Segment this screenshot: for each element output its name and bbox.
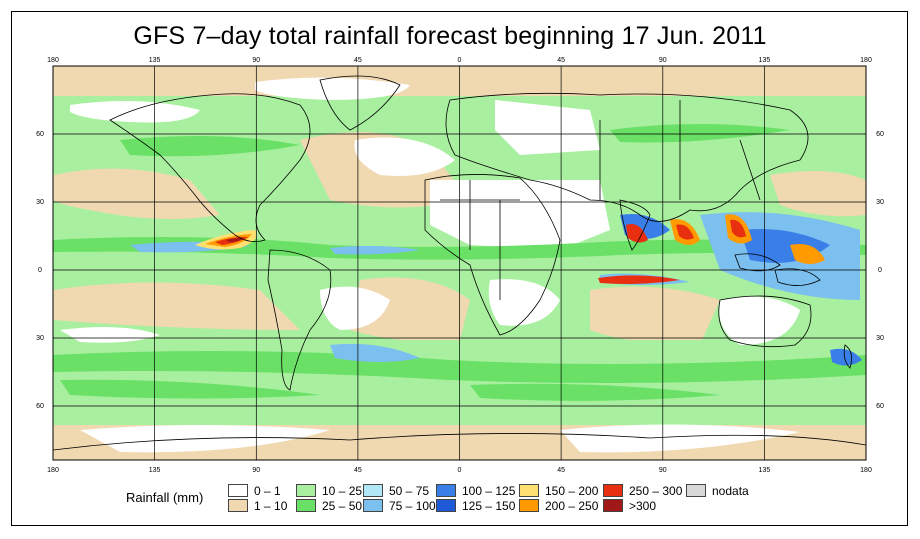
lat-ticks-right: 60 30 0 30 60 [876, 131, 884, 410]
lat-tick: 30 [876, 199, 884, 206]
legend-label: 250 – 300 [629, 484, 683, 498]
lon-tick: 90 [252, 57, 260, 64]
graticule [53, 66, 866, 460]
legend-label: 200 – 250 [545, 499, 599, 513]
legend-swatch [519, 499, 539, 512]
legend-label: 75 – 100 [389, 499, 436, 513]
legend-label: 25 – 50 [322, 499, 363, 513]
lat-tick: 30 [876, 335, 884, 342]
lon-tick: 135 [759, 57, 771, 64]
lat-tick: 60 [876, 403, 884, 410]
lat-tick: 0 [878, 267, 882, 274]
lon-tick: 180 [860, 57, 872, 64]
lon-tick: 45 [354, 57, 362, 64]
lat-tick: 30 [36, 199, 44, 206]
legend-swatch [603, 499, 623, 512]
lon-tick: 90 [659, 467, 667, 474]
figure-frame [11, 11, 908, 526]
legend-swatch [363, 484, 383, 497]
lat-tick: 60 [36, 131, 44, 138]
legend-swatch [296, 484, 316, 497]
legend-title: Rainfall (mm) [126, 490, 204, 505]
lat-tick: 30 [36, 335, 44, 342]
legend-label: 10 – 25 [322, 484, 363, 498]
lat-tick: 60 [36, 403, 44, 410]
lon-tick: 45 [557, 57, 565, 64]
lon-tick: 180 [860, 467, 872, 474]
lon-tick: 180 [47, 467, 59, 474]
lon-ticks-bottom: 180 135 90 45 0 45 90 135 180 [47, 467, 872, 474]
lon-ticks-top: 180 135 90 45 0 45 90 135 180 [47, 57, 872, 64]
legend-swatch [363, 499, 383, 512]
legend-swatch [228, 484, 248, 497]
legend-swatch [519, 484, 539, 497]
legend-label: 50 – 75 [389, 484, 430, 498]
legend-label: nodata [712, 484, 749, 498]
legend-label: 125 – 150 [462, 499, 516, 513]
legend-swatch [436, 484, 456, 497]
legend-swatch [296, 499, 316, 512]
legend-label: 150 – 200 [545, 484, 599, 498]
lon-tick: 90 [252, 467, 260, 474]
lat-tick: 0 [38, 267, 42, 274]
legend-label: >300 [629, 499, 657, 513]
legend-label: 0 – 1 [254, 484, 281, 498]
lon-tick: 135 [149, 467, 161, 474]
lon-tick: 180 [47, 57, 59, 64]
lon-tick: 45 [354, 467, 362, 474]
lon-tick: 0 [458, 57, 462, 64]
lon-tick: 0 [458, 467, 462, 474]
lon-tick: 135 [149, 57, 161, 64]
lat-tick: 60 [876, 131, 884, 138]
lon-tick: 135 [759, 467, 771, 474]
legend-swatch [686, 484, 706, 497]
lat-ticks-left: 60 30 0 30 60 [36, 131, 44, 410]
legend-swatch [603, 484, 623, 497]
legend-label: 100 – 125 [462, 484, 516, 498]
legend-swatch [436, 499, 456, 512]
legend-swatch [228, 499, 248, 512]
lon-tick: 90 [659, 57, 667, 64]
coastlines [53, 75, 866, 451]
legend-label: 1 – 10 [254, 499, 288, 513]
map-title: GFS 7–day total rainfall forecast beginn… [133, 22, 767, 50]
lon-tick: 45 [557, 467, 565, 474]
map-border [52, 65, 867, 461]
